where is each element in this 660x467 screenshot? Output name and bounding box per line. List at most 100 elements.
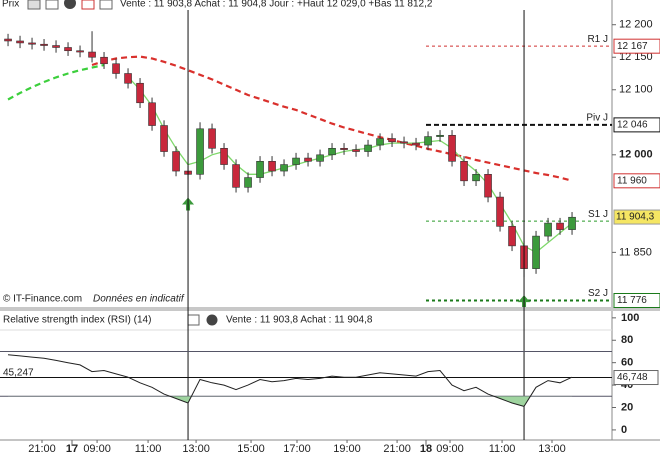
rsi-quote: Vente : 11 903,8 Achat : 11 904,8 [226,315,373,326]
x-tick-label: 17 [66,443,78,455]
rsi-tick-label: 80 [621,334,633,346]
price-box-label: 11 904,3 [616,212,655,223]
x-tick-label: 11:00 [489,443,516,455]
x-tick-label: 09:00 [83,443,111,455]
rsi-current-label: 46,748 [617,372,648,383]
candle-body [136,82,144,104]
candle-body [88,51,96,58]
candle-body [172,151,180,172]
candle-body [328,147,336,156]
candle-body [496,196,504,227]
candle-body [4,38,12,42]
pivot-name: S1 J [588,209,608,220]
tool-icon[interactable] [81,0,95,10]
candle-body [448,134,456,162]
close-icon[interactable] [206,314,218,326]
tool-icon[interactable] [45,0,59,10]
candle-body [352,149,360,152]
pivot-box [613,292,660,308]
ma-box [613,173,660,189]
candle-body [376,138,384,146]
y-tick-label: 12 150 [619,51,653,63]
x-tick-label: 11:00 [135,443,162,455]
candle-body [400,141,408,144]
moving-average [91,55,573,182]
y-tick-label: 11 850 [619,246,652,258]
candle-body [196,128,204,175]
y-tick-label: 12 100 [619,84,653,96]
pivot-box-label: 12 046 [617,120,648,131]
candle-body [532,235,540,269]
tool-icon[interactable] [187,314,200,326]
candle-body [424,136,432,146]
y-tick-label: 12 200 [619,19,653,31]
candle-body [304,157,312,162]
rsi-toolbar[interactable] [187,314,218,326]
x-tick-label: 09:00 [436,443,464,455]
candle-body [364,144,372,152]
x-tick-label: 18 [420,443,432,455]
rsi-tick-label: 0 [621,424,627,436]
y-tick-label: 12 000 [619,149,653,161]
quote: Vente : 11 903,8 Achat : 11 904,8 Jour :… [120,0,433,10]
tool-icon[interactable] [99,0,113,10]
pivot-name: S2 J [588,288,608,299]
tool-icon[interactable] [27,0,41,10]
rsi-tick-label: 100 [621,312,639,324]
rsi-tick-label: 60 [621,357,633,369]
candle-body [280,164,288,172]
candle-body [568,216,576,230]
candle-body [316,154,324,162]
close-icon[interactable] [64,0,76,9]
candle-body [232,164,240,188]
candle-body [292,157,300,165]
x-tick-label: 21:00 [383,443,411,455]
toolbar[interactable] [27,0,113,10]
x-tick-label: 13:00 [538,443,566,455]
x-tick-label: 17:00 [283,443,311,455]
pivot-box [613,117,660,133]
candle-body [244,177,252,188]
x-tick-label: 15:00 [237,443,265,455]
candle-body [460,161,468,182]
candle-body [220,147,228,165]
candle-body [112,63,120,74]
rsi-current-box [613,370,659,386]
candle-body [40,43,48,46]
price-box [613,209,660,225]
rsi-line [7,354,573,407]
ma-box-label: 11 960 [617,175,647,186]
moving-average [7,63,105,101]
rsi-left-label: 45,247 [3,368,34,379]
candle-body [124,73,132,84]
candle-body [16,40,24,44]
candle-body [556,222,564,230]
candle-body [76,50,84,53]
x-tick-label: 19:00 [333,443,361,455]
pivot-box-label: 11 776 [617,295,647,306]
candle-body [64,47,72,52]
candle-body [340,147,348,150]
candle-body [484,174,492,198]
rsi-tick-label: 20 [621,401,633,413]
candle-body [268,161,276,172]
panel-label: Prix [2,0,19,10]
pivot-box [613,38,660,54]
disclaimer: Données en indicatif [93,294,185,305]
pivot-name: Piv J [586,113,608,124]
pivot-name: R1 J [587,34,608,45]
candle-body [472,174,480,182]
candle-body [508,226,516,247]
pivot-box-label: 12 167 [617,41,648,52]
x-tick-label: 13:00 [182,443,210,455]
x-tick-label: 21:00 [28,443,56,455]
candle-body [388,138,396,143]
candle-body [52,45,60,48]
copyright: © IT-Finance.com [3,294,82,305]
candle-body [412,142,420,146]
candle-body [208,128,216,149]
candle-body [256,161,264,178]
candle-body [436,134,444,137]
